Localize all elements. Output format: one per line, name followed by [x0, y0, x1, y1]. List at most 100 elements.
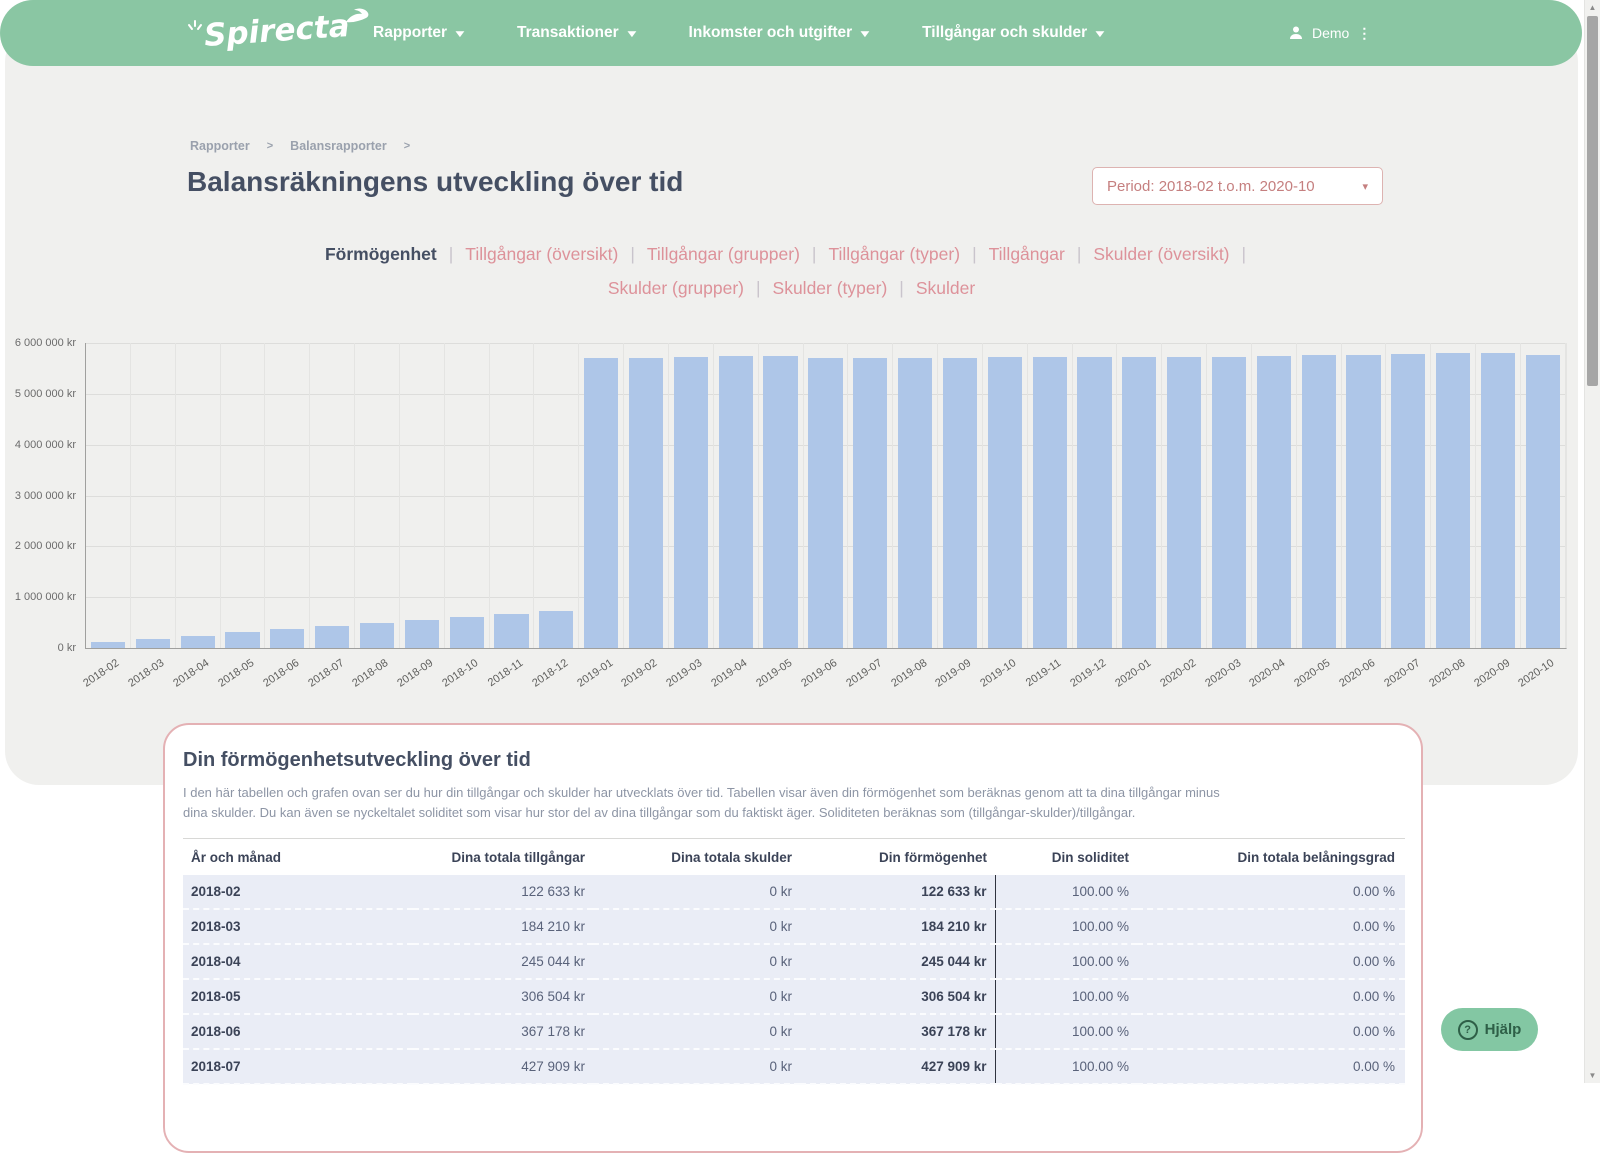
- bar-slot-2020-08: [1431, 343, 1477, 648]
- bar-2020-05[interactable]: [1301, 355, 1336, 648]
- bar-2020-04[interactable]: [1256, 356, 1291, 648]
- wealth-table-card: Din förmögenhetsutveckling över tid I de…: [163, 723, 1423, 1153]
- vertical-scrollbar[interactable]: ▲ ▼: [1584, 0, 1600, 1083]
- bar-2020-01[interactable]: [1122, 357, 1157, 648]
- x-tick-label-2018-02: 2018-02: [81, 657, 122, 690]
- table-cell: 122 633 kr: [800, 875, 996, 910]
- bar-2018-11[interactable]: [494, 613, 529, 648]
- bar-2019-02[interactable]: [628, 357, 664, 648]
- bar-2018-12[interactable]: [539, 610, 574, 648]
- table-cell: 2018-04: [183, 944, 413, 980]
- tab-skulder-typer[interactable]: Skulder (typer): [772, 278, 888, 298]
- top-nav: Spirecta Rapporter ▼ Transaktioner ▼ Inkomst…: [0, 0, 1582, 66]
- bar-2019-04[interactable]: [718, 356, 753, 648]
- bar-2020-02[interactable]: [1167, 357, 1202, 648]
- nav-item-transaktioner[interactable]: Transaktioner ▼: [517, 24, 639, 42]
- bar-2018-09[interactable]: [404, 620, 439, 648]
- x-tick-label-2018-12: 2018-12: [529, 657, 571, 690]
- bar-2018-02[interactable]: [90, 641, 125, 648]
- table-cell: 306 504 kr: [800, 979, 996, 1015]
- bar-2020-06[interactable]: [1346, 354, 1381, 648]
- table-cell: 245 044 kr: [413, 944, 593, 980]
- bar-2019-07[interactable]: [853, 357, 888, 648]
- bar-2019-05[interactable]: [763, 355, 798, 648]
- table-cell: 0 kr: [593, 1014, 800, 1050]
- bar-2019-12[interactable]: [1077, 357, 1112, 648]
- bar-2020-07[interactable]: [1391, 353, 1426, 648]
- bar-2019-11[interactable]: [1032, 356, 1067, 648]
- breadcrumb-item-rapporter[interactable]: Rapporter: [190, 139, 250, 153]
- chevron-down-icon: ▾: [1362, 180, 1368, 193]
- card-description-line1: I den här tabellen och grafen ovan ser d…: [183, 785, 1220, 800]
- bar-2019-10[interactable]: [987, 357, 1022, 648]
- x-tick-label-2020-03: 2020-03: [1202, 657, 1243, 690]
- bar-2019-01[interactable]: [584, 357, 619, 648]
- bar-slot-2020-05: [1297, 343, 1342, 648]
- bar-slot-2019-11: [1028, 343, 1073, 648]
- page-title: Balansräkningens utveckling över tid: [187, 166, 684, 197]
- tab-tillg-ngar[interactable]: Tillgångar: [988, 244, 1065, 264]
- tab-skulder-versikt[interactable]: Skulder (översikt): [1093, 244, 1230, 264]
- bar-2019-06[interactable]: [808, 358, 843, 648]
- user-menu[interactable]: Demo ⋮: [1288, 0, 1371, 66]
- wealth-table-wrap: År och månad Dina totala tillgångar Dina t…: [183, 838, 1405, 1085]
- help-button[interactable]: ? Hjälp: [1441, 1008, 1538, 1051]
- period-selector[interactable]: Period: 2018-02 t.o.m. 2020-10 ▾: [1092, 167, 1383, 205]
- tab-skulder[interactable]: Skulder: [915, 278, 976, 298]
- bar-2018-06[interactable]: [270, 629, 305, 648]
- bar-2019-03[interactable]: [673, 356, 708, 648]
- bar-2020-03[interactable]: [1211, 357, 1247, 648]
- bar-slot-2019-10: [983, 343, 1028, 648]
- scroll-up-icon[interactable]: ▲: [1588, 3, 1597, 12]
- bar-2018-05[interactable]: [225, 632, 260, 648]
- table-row: 2018-03 184 210 kr 0 kr 184 210 kr 100.00 % 0…: [183, 909, 1405, 945]
- table-cell: 0.00 %: [1137, 909, 1405, 945]
- nav-item-tillg-ngar-och-skulder[interactable]: Tillgångar och skulder ▼: [922, 24, 1108, 42]
- scrollbar-thumb[interactable]: [1587, 16, 1598, 386]
- breadcrumb-item-balansrapporter[interactable]: Balansrapporter: [290, 139, 387, 153]
- tab-skulder-grupper[interactable]: Skulder (grupper): [607, 278, 744, 298]
- tab-tillg-ngar-versikt[interactable]: Tillgångar (översikt): [465, 244, 619, 264]
- bar-2020-08[interactable]: [1436, 353, 1471, 648]
- x-tick-label-2020-04: 2020-04: [1247, 657, 1288, 690]
- tab-separator: |: [1241, 244, 1247, 264]
- scroll-down-icon[interactable]: ▼: [1588, 1071, 1597, 1080]
- balance-bar-chart: 6 000 000 kr 5 000 000 kr 4 000 000 kr 3 00…: [0, 335, 1580, 700]
- bar-2019-09[interactable]: [942, 358, 978, 648]
- x-tick-label-2018-06: 2018-06: [260, 657, 302, 690]
- table-cell: 427 909 kr: [800, 1049, 996, 1085]
- table-cell: 0.00 %: [1137, 1049, 1405, 1085]
- bar-2018-10[interactable]: [449, 616, 484, 648]
- bar-slot-2018-07: [310, 343, 356, 648]
- tab-f-rm-genhet[interactable]: Förmögenhet: [324, 244, 437, 264]
- bar-2018-03[interactable]: [135, 638, 170, 648]
- table-header-din-totala-bel-ningsgrad: Din totala belåningsgrad: [1137, 838, 1405, 875]
- table-header-r-och-m-nad: År och månad: [183, 838, 413, 875]
- nav-item-inkomster-och-utgifter[interactable]: Inkomster och utgifter ▼: [688, 24, 873, 42]
- user-icon: [1290, 26, 1302, 39]
- bar-2019-08[interactable]: [898, 357, 933, 648]
- table-cell: 427 909 kr: [413, 1049, 593, 1085]
- nav-item-rapporter[interactable]: Rapporter ▼: [373, 24, 467, 42]
- tab-tillg-ngar-grupper[interactable]: Tillgångar (grupper): [646, 244, 800, 264]
- x-tick-label-2019-06: 2019-06: [799, 657, 840, 690]
- card-title: Din förmögenhetsutveckling över tid: [183, 749, 531, 771]
- tab-tillg-ngar-typer[interactable]: Tillgångar (typer): [828, 244, 961, 264]
- bar-2018-08[interactable]: [359, 623, 395, 648]
- bar-slot-2018-12: [534, 343, 580, 648]
- bar-2018-04[interactable]: [180, 635, 215, 648]
- bar-slot-2018-03: [131, 343, 176, 648]
- bar-2018-07[interactable]: [315, 626, 350, 648]
- kebab-icon[interactable]: ⋮: [1357, 24, 1371, 41]
- bar-2020-10[interactable]: [1525, 354, 1560, 648]
- gridline: [86, 343, 1566, 344]
- x-tick-label-2020-09: 2020-09: [1471, 657, 1512, 690]
- tab-separator: |: [630, 244, 635, 264]
- plot-area: 2018-02 2018-03 2018-04 2018-05 2018-06 2018-…: [81, 343, 1567, 690]
- table-cell: 100.00 %: [995, 944, 1137, 980]
- spirecta-logo[interactable]: Spirecta: [188, 6, 370, 56]
- logo-text: Spirecta: [202, 7, 351, 55]
- bar-2020-09[interactable]: [1480, 352, 1516, 648]
- chevron-down-icon: ▼: [1092, 28, 1108, 40]
- nav-item-label: Inkomster och utgifter: [688, 24, 853, 41]
